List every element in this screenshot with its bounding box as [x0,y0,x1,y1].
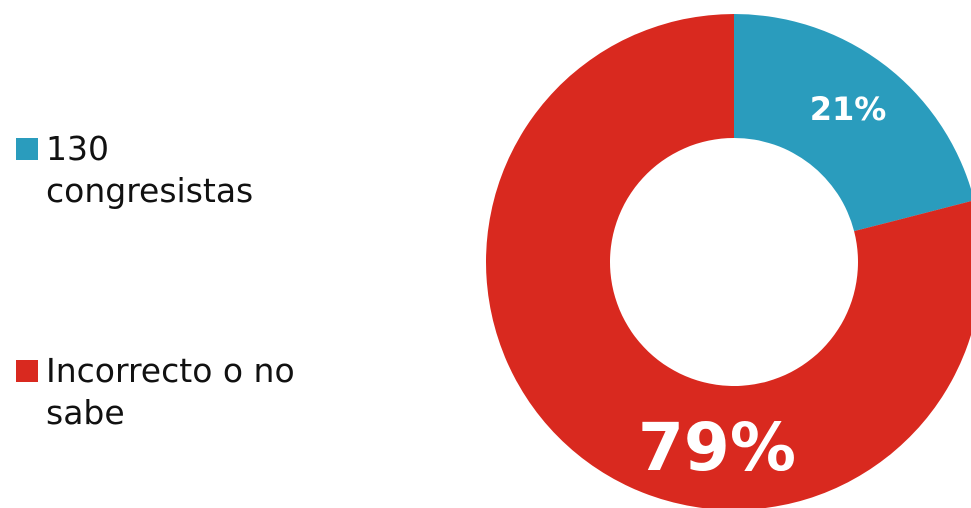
chart-legend: 130 congresistas Incorrecto o no sabe [16,0,346,508]
donut-slice-130-congresistas [734,14,971,232]
data-label-130-congresistas: 21% [810,90,887,128]
legend-swatch-130-congresistas [16,138,38,160]
legend-swatch-incorrecto-o-no-sabe [16,360,38,382]
legend-item-130-congresistas: 130 congresistas [16,128,276,212]
legend-item-incorrecto-o-no-sabe: Incorrecto o no sabe [16,350,336,434]
legend-label-incorrecto-o-no-sabe: Incorrecto o no sabe [46,351,295,432]
donut-slice-incorrecto-o-no-sabe [486,14,971,508]
data-label-incorrecto-o-no-sabe: 79% [638,409,796,486]
legend-label-130-congresistas: 130 congresistas [46,129,254,210]
